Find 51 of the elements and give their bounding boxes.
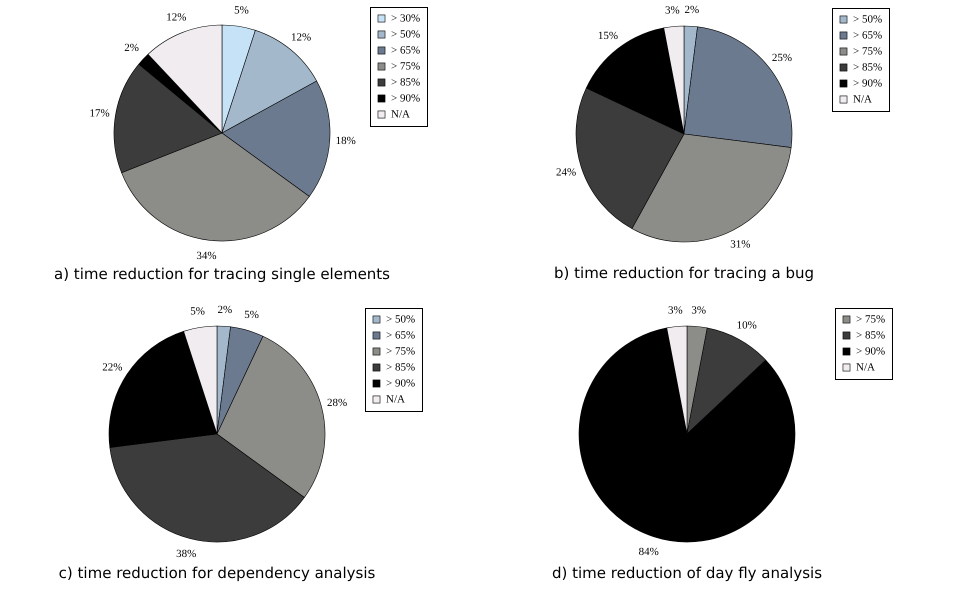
legend-label: > 75% bbox=[386, 346, 416, 358]
legend-label: > 65% bbox=[852, 30, 882, 42]
pie-slice bbox=[578, 328, 795, 542]
data-label: 5% bbox=[234, 4, 248, 17]
legend-label: > 30% bbox=[390, 12, 420, 24]
text: a) time reduction for tracing single elements bbox=[54, 265, 390, 284]
data-label: 34% bbox=[196, 250, 216, 262]
legend-label: > 85% bbox=[856, 330, 885, 342]
legend-label: > 50% bbox=[852, 14, 882, 26]
data-label: 28% bbox=[327, 397, 348, 410]
data-label: 5% bbox=[190, 306, 205, 318]
legend-label: > 85% bbox=[852, 62, 882, 74]
data-label: 2% bbox=[124, 42, 138, 54]
data-label: 3% bbox=[667, 304, 682, 317]
data-label: 2% bbox=[217, 304, 232, 316]
data-label: 84% bbox=[638, 546, 658, 558]
data-label: 12% bbox=[166, 12, 186, 24]
legend-label: N/A bbox=[856, 362, 874, 374]
data-label: 24% bbox=[555, 166, 576, 178]
data-label: 3% bbox=[664, 4, 680, 17]
data-label: 17% bbox=[88, 108, 110, 120]
data-label: 22% bbox=[102, 362, 122, 374]
legend-label: N/A bbox=[386, 394, 405, 406]
data-label: 5% bbox=[244, 308, 259, 321]
legend-label: > 50% bbox=[386, 314, 416, 326]
data-label: 15% bbox=[597, 30, 618, 42]
legend-label: > 75% bbox=[852, 46, 882, 58]
text: d) time reduction of day fly analysis bbox=[551, 564, 822, 582]
legend-label: > 65% bbox=[386, 330, 416, 342]
data-label: 12% bbox=[290, 31, 311, 44]
data-label: 3% bbox=[690, 304, 706, 317]
legend-label: N/A bbox=[852, 94, 872, 106]
data-label: 25% bbox=[771, 52, 792, 64]
legend-label: > 85% bbox=[390, 76, 420, 88]
legend-label: N/A bbox=[390, 108, 410, 120]
legend-label: > 75% bbox=[856, 314, 885, 326]
legend-label: > 90% bbox=[390, 92, 420, 104]
legend-label: > 75% bbox=[390, 60, 420, 72]
text: b) time reduction for tracing a bug bbox=[554, 264, 814, 282]
text: c) time reduction for dependency analysis bbox=[58, 564, 376, 582]
legend-label: > 65% bbox=[390, 44, 420, 56]
data-label: 31% bbox=[730, 238, 750, 250]
data-label: 38% bbox=[176, 548, 196, 560]
legend-label: > 50% bbox=[390, 28, 420, 40]
data-label: 2% bbox=[684, 4, 699, 16]
legend-label: > 90% bbox=[852, 78, 882, 90]
data-label: 18% bbox=[335, 134, 356, 147]
legend-label: > 90% bbox=[856, 346, 885, 358]
legend-label: > 90% bbox=[386, 378, 416, 390]
legend-label: > 85% bbox=[386, 362, 416, 374]
data-label: 10% bbox=[736, 319, 756, 332]
